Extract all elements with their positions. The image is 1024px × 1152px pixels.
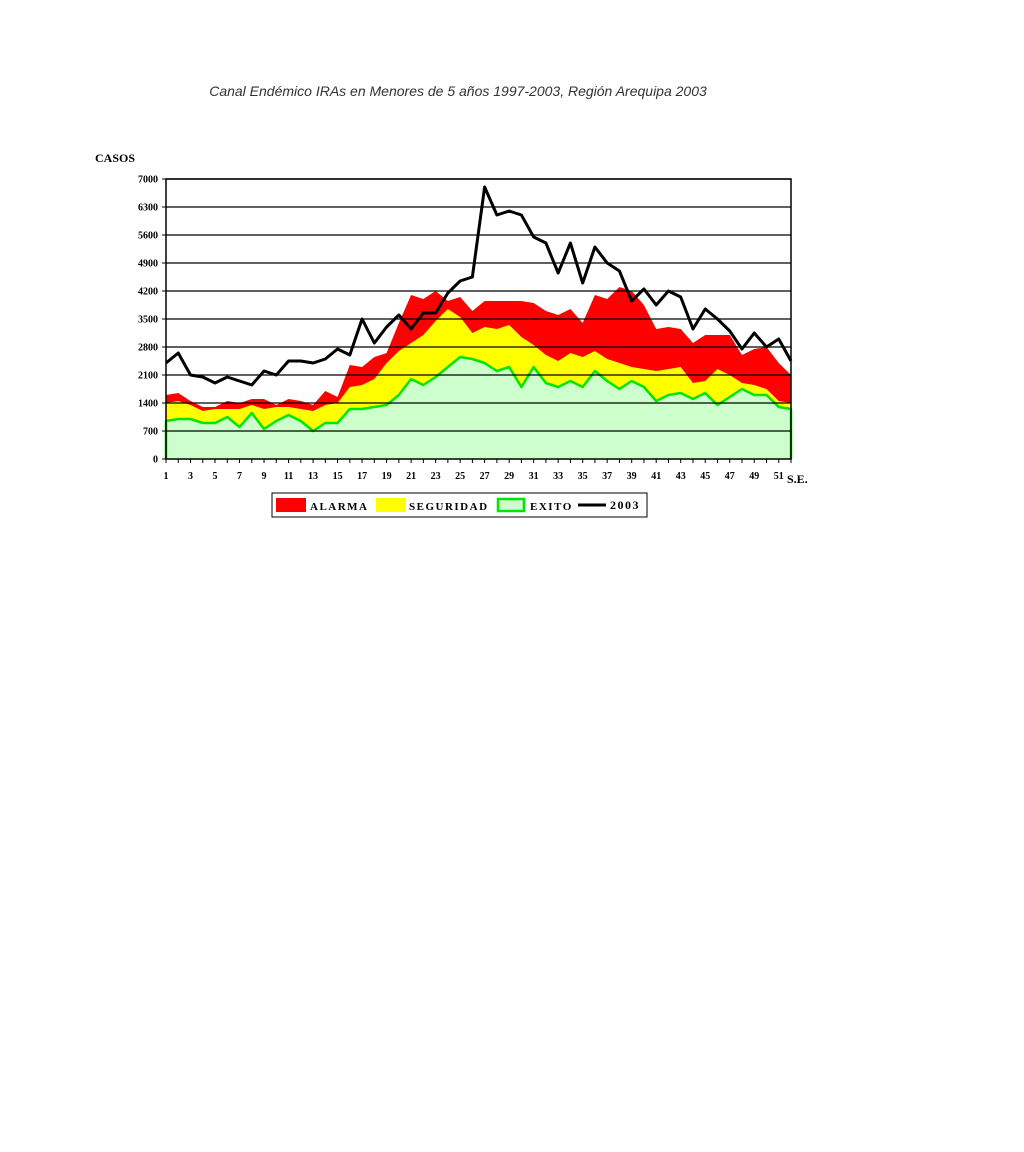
legend-swatch-exito <box>496 497 526 513</box>
y-tick-label: 5600 <box>138 231 158 242</box>
x-tick-label: 37 <box>602 471 612 482</box>
legend: ALARMA SEGURIDAD EXITO 2003 <box>271 492 648 518</box>
x-tick-label: 45 <box>700 471 710 482</box>
y-tick-labels: 0 700 1400 2100 2800 3500 4200 4900 5600 6300 7000 <box>138 175 158 466</box>
legend-item-alarma: ALARMA <box>276 498 369 513</box>
area-exito-outline <box>164 355 793 459</box>
x-tick-label: 25 <box>455 471 465 482</box>
legend-item-seguridad: SEGURIDAD <box>376 498 489 513</box>
y-tick-label: 700 <box>143 427 158 438</box>
y-axis-label: CASOS <box>95 151 135 165</box>
y-tick-label: 7000 <box>138 175 158 186</box>
x-tick-label: 15 <box>333 471 343 482</box>
y-tick-label: 4900 <box>138 259 158 270</box>
plot-areas <box>164 287 793 459</box>
y-tick-label: 6300 <box>138 203 158 214</box>
x-tick-label: 29 <box>504 471 514 482</box>
x-tick-label: 5 <box>213 471 218 482</box>
line-series-2003 <box>165 185 793 387</box>
x-tick-label: 17 <box>357 471 367 482</box>
x-tick-label: 49 <box>749 471 759 482</box>
x-tick-label: 1 <box>164 471 169 482</box>
legend-label-alarma: ALARMA <box>310 501 369 513</box>
x-tick-label: 19 <box>382 471 392 482</box>
x-tick-label: 27 <box>480 471 490 482</box>
y-tick-label: 2800 <box>138 343 158 354</box>
y-tick-label: 1400 <box>138 399 158 410</box>
x-tick-label: 47 <box>725 471 735 482</box>
x-tick-label: 41 <box>651 471 661 482</box>
x-tick-labels: 1 3 5 7 9 11 13 15 17 19 21 23 25 27 29 31 33 35 37 39 41 43 4… <box>164 471 784 482</box>
y-tick-label: 3500 <box>138 315 158 326</box>
legend-label-exito: EXITO <box>530 501 573 513</box>
legend-item-2003: 2003 <box>578 498 640 512</box>
legend-swatch-alarma <box>276 498 306 512</box>
x-tick-label: 23 <box>431 471 441 482</box>
x-tick-label: 43 <box>676 471 686 482</box>
x-tick-label: 39 <box>627 471 637 482</box>
y-tick-label: 0 <box>153 455 158 466</box>
x-axis-label: S.E. <box>787 472 808 486</box>
axes <box>162 178 792 463</box>
x-tick-label: 13 <box>308 471 318 482</box>
legend-item-exito: EXITO <box>496 497 573 513</box>
x-tick-label: 31 <box>529 471 539 482</box>
x-tick-label: 7 <box>237 471 242 482</box>
legend-label-seguridad: SEGURIDAD <box>409 501 489 513</box>
x-tick-label: 9 <box>262 471 267 482</box>
x-tick-label: 33 <box>553 471 563 482</box>
y-tick-label: 4200 <box>138 287 158 298</box>
chart-title: Canal Endémico IRAs en Menores de 5 años… <box>209 83 707 99</box>
line-2003 <box>165 185 793 387</box>
x-tick-label: 11 <box>284 471 293 482</box>
x-tick-label: 21 <box>406 471 416 482</box>
legend-swatch-seguridad <box>376 498 406 512</box>
endemic-channel-chart: 0 700 1400 2100 2800 3500 4200 4900 5600 6300 7000… <box>95 151 808 518</box>
x-tick-label: 35 <box>578 471 588 482</box>
legend-label-2003: 2003 <box>610 498 640 512</box>
x-tick-label: 3 <box>188 471 193 482</box>
y-tick-label: 2100 <box>138 371 158 382</box>
x-tick-label: 51 <box>774 471 784 482</box>
